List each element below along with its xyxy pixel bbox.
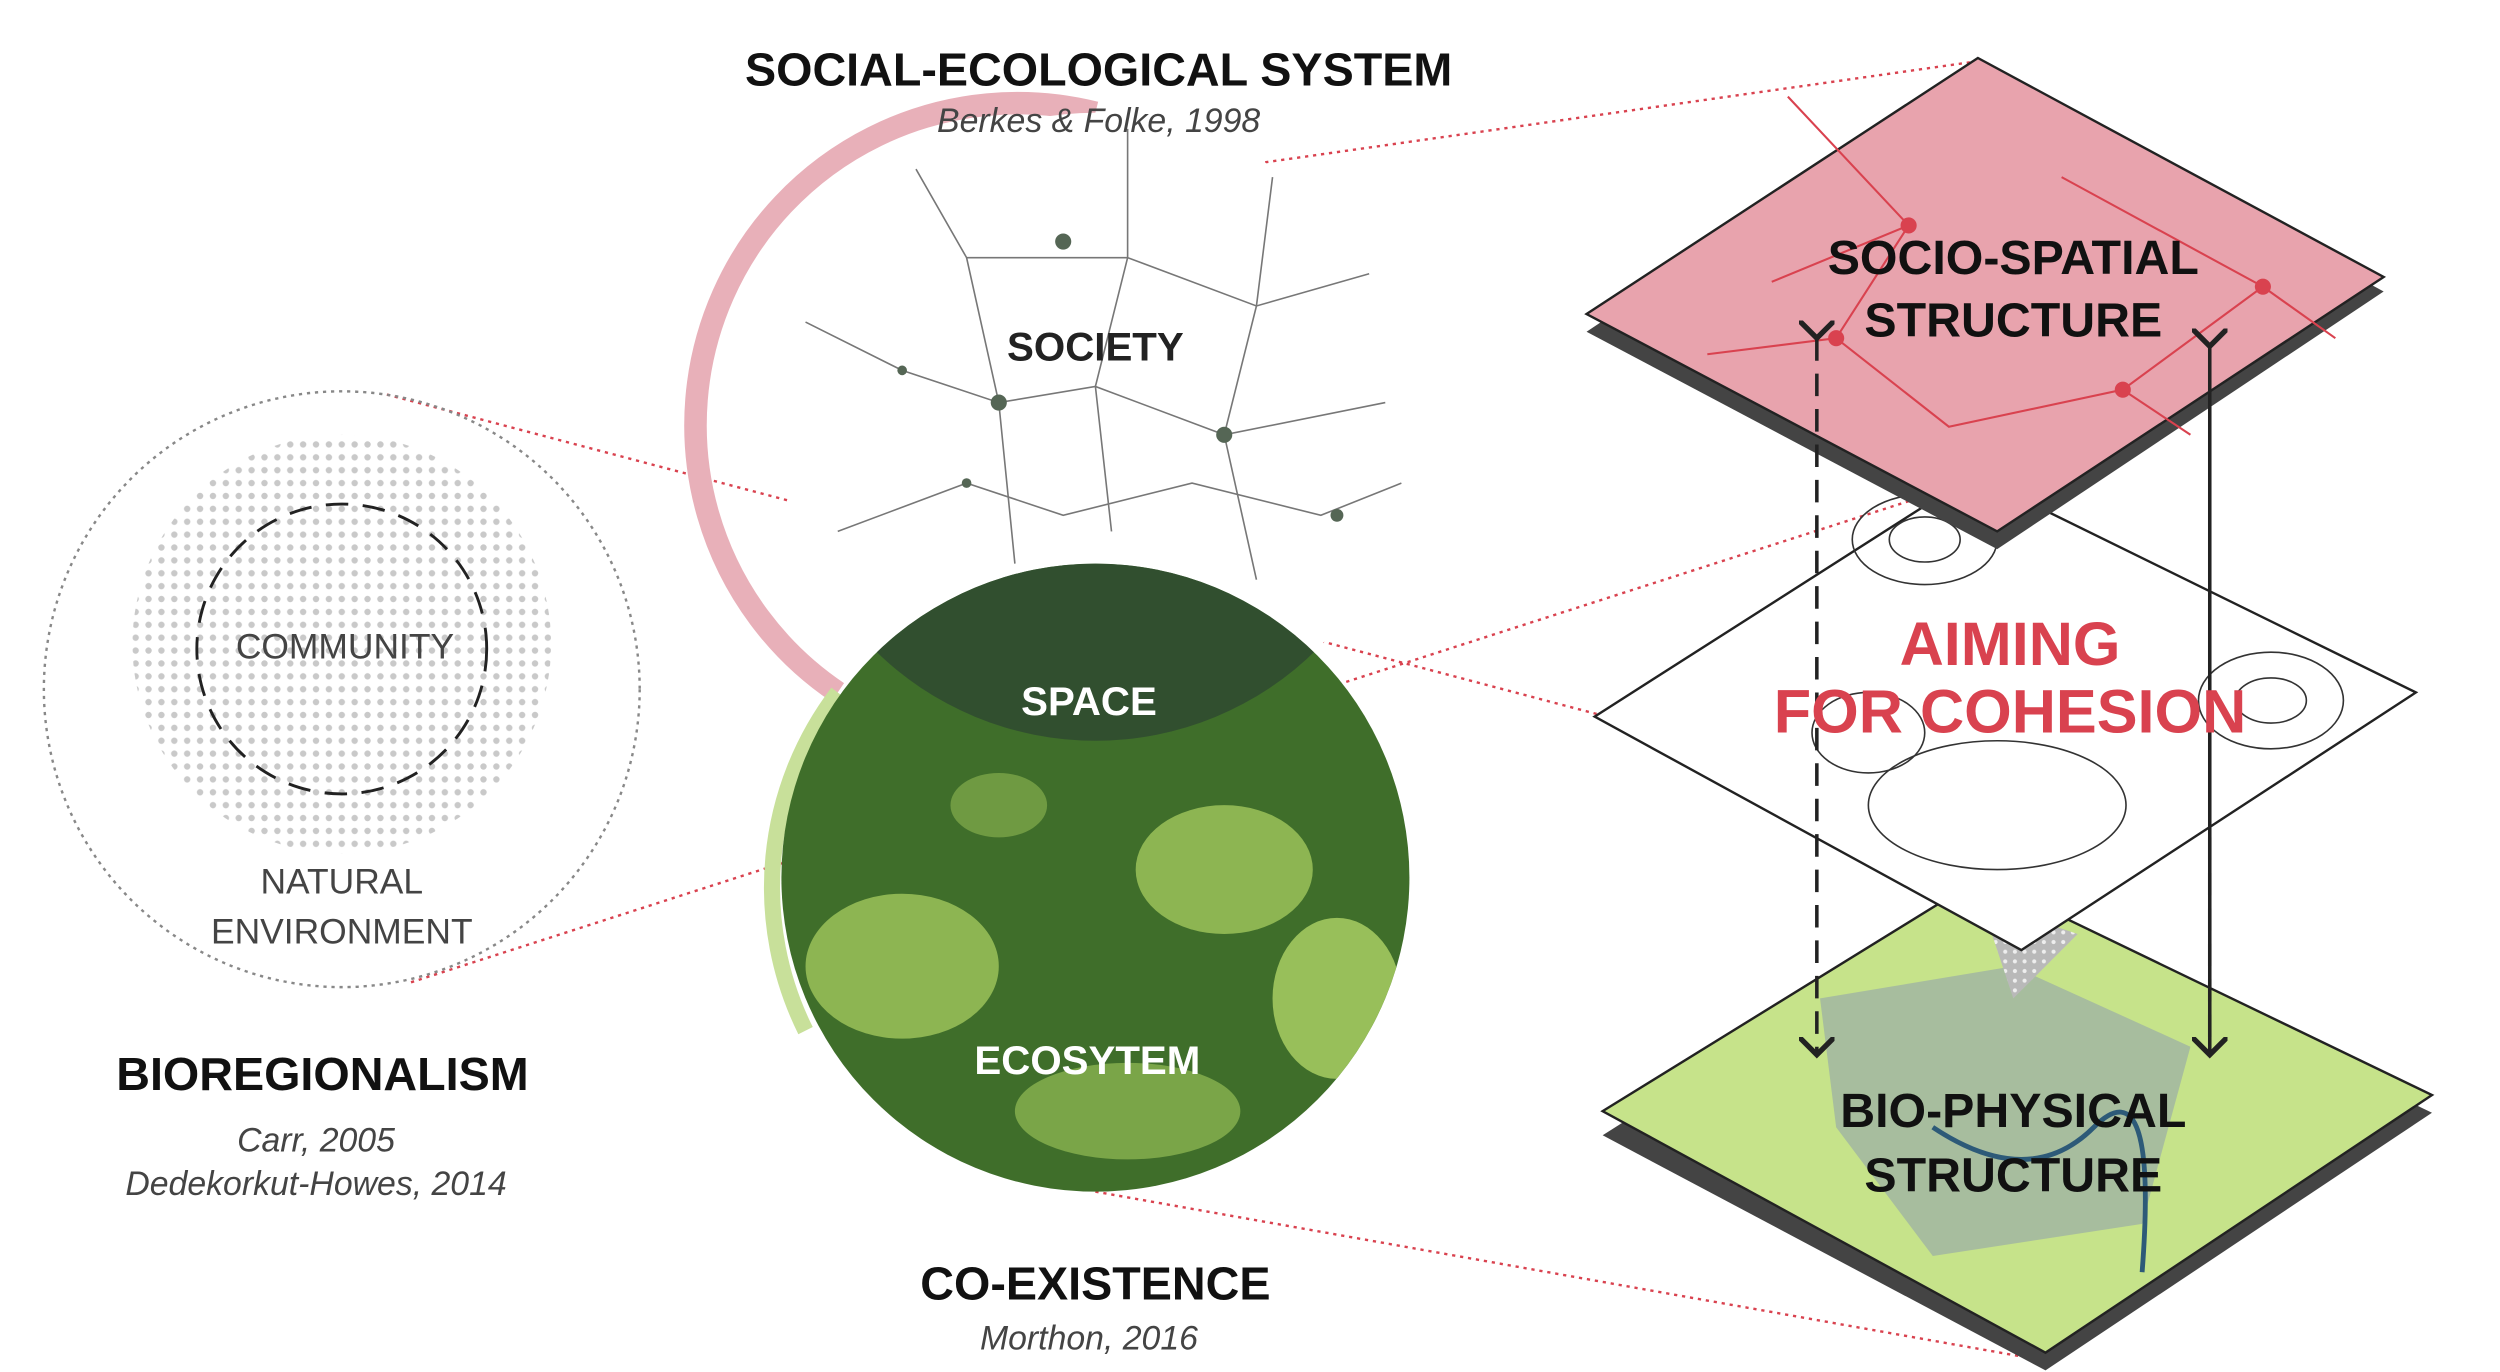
system-diagram: SOCIETY SPACE ECOSYTEM <box>684 91 1410 1192</box>
bioregion-diagram: COMMUNITY NATURAL ENVIRONMENT <box>42 390 641 989</box>
layer-label: STRUCTURE <box>1864 294 2162 348</box>
citation: Dedekorkut-Howes, 2014 <box>125 1165 506 1203</box>
environment-label: NATURAL <box>260 862 423 902</box>
society-label: SOCIETY <box>1007 325 1184 370</box>
layer-label: AIMING <box>1900 610 2121 678</box>
citation: Carr, 2005 <box>237 1121 395 1159</box>
layer-stack: SOCIO-SPATIAL STRUCTURE AIMING FOR COHES… <box>1584 56 2435 1371</box>
layer-label: FOR COHESION <box>1774 678 2247 746</box>
layer-label: STRUCTURE <box>1864 1149 2162 1203</box>
environment-label: ENVIRONMENT <box>211 912 473 952</box>
layer-label: SOCIO-SPATIAL <box>1828 231 2199 285</box>
framework-title: CO-EXISTENCE <box>920 1258 1270 1310</box>
citation: Morthon, 2016 <box>980 1319 1198 1357</box>
space-label: SPACE <box>1021 679 1157 724</box>
framework-title: SOCIAL-ECOLOGICAL SYSTEM <box>745 43 1452 95</box>
ecosystem-label: ECOSYTEM <box>974 1038 1200 1083</box>
community-label: COMMUNITY <box>236 627 454 667</box>
framework-title: BIOREGIONALISM <box>116 1048 528 1100</box>
citation: Berkes & Folke, 1998 <box>937 102 1260 140</box>
layer-label: BIO-PHYSICAL <box>1840 1084 2186 1138</box>
